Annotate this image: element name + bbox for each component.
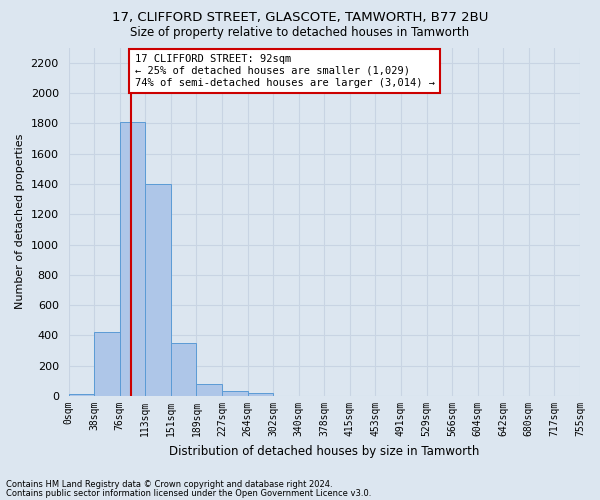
Text: Size of property relative to detached houses in Tamworth: Size of property relative to detached ho… — [130, 26, 470, 39]
Text: Contains public sector information licensed under the Open Government Licence v3: Contains public sector information licen… — [6, 488, 371, 498]
Bar — [171, 343, 196, 396]
Text: Contains HM Land Registry data © Crown copyright and database right 2024.: Contains HM Land Registry data © Crown c… — [6, 480, 332, 489]
Bar — [68, 394, 94, 396]
Bar — [196, 384, 222, 396]
Y-axis label: Number of detached properties: Number of detached properties — [15, 134, 25, 310]
Bar — [94, 332, 119, 396]
Bar — [119, 122, 145, 396]
Text: 17, CLIFFORD STREET, GLASCOTE, TAMWORTH, B77 2BU: 17, CLIFFORD STREET, GLASCOTE, TAMWORTH,… — [112, 11, 488, 24]
Bar — [145, 184, 171, 396]
Bar — [222, 391, 248, 396]
Text: 17 CLIFFORD STREET: 92sqm
← 25% of detached houses are smaller (1,029)
74% of se: 17 CLIFFORD STREET: 92sqm ← 25% of detac… — [134, 54, 434, 88]
Bar — [248, 393, 273, 396]
X-axis label: Distribution of detached houses by size in Tamworth: Distribution of detached houses by size … — [169, 444, 479, 458]
